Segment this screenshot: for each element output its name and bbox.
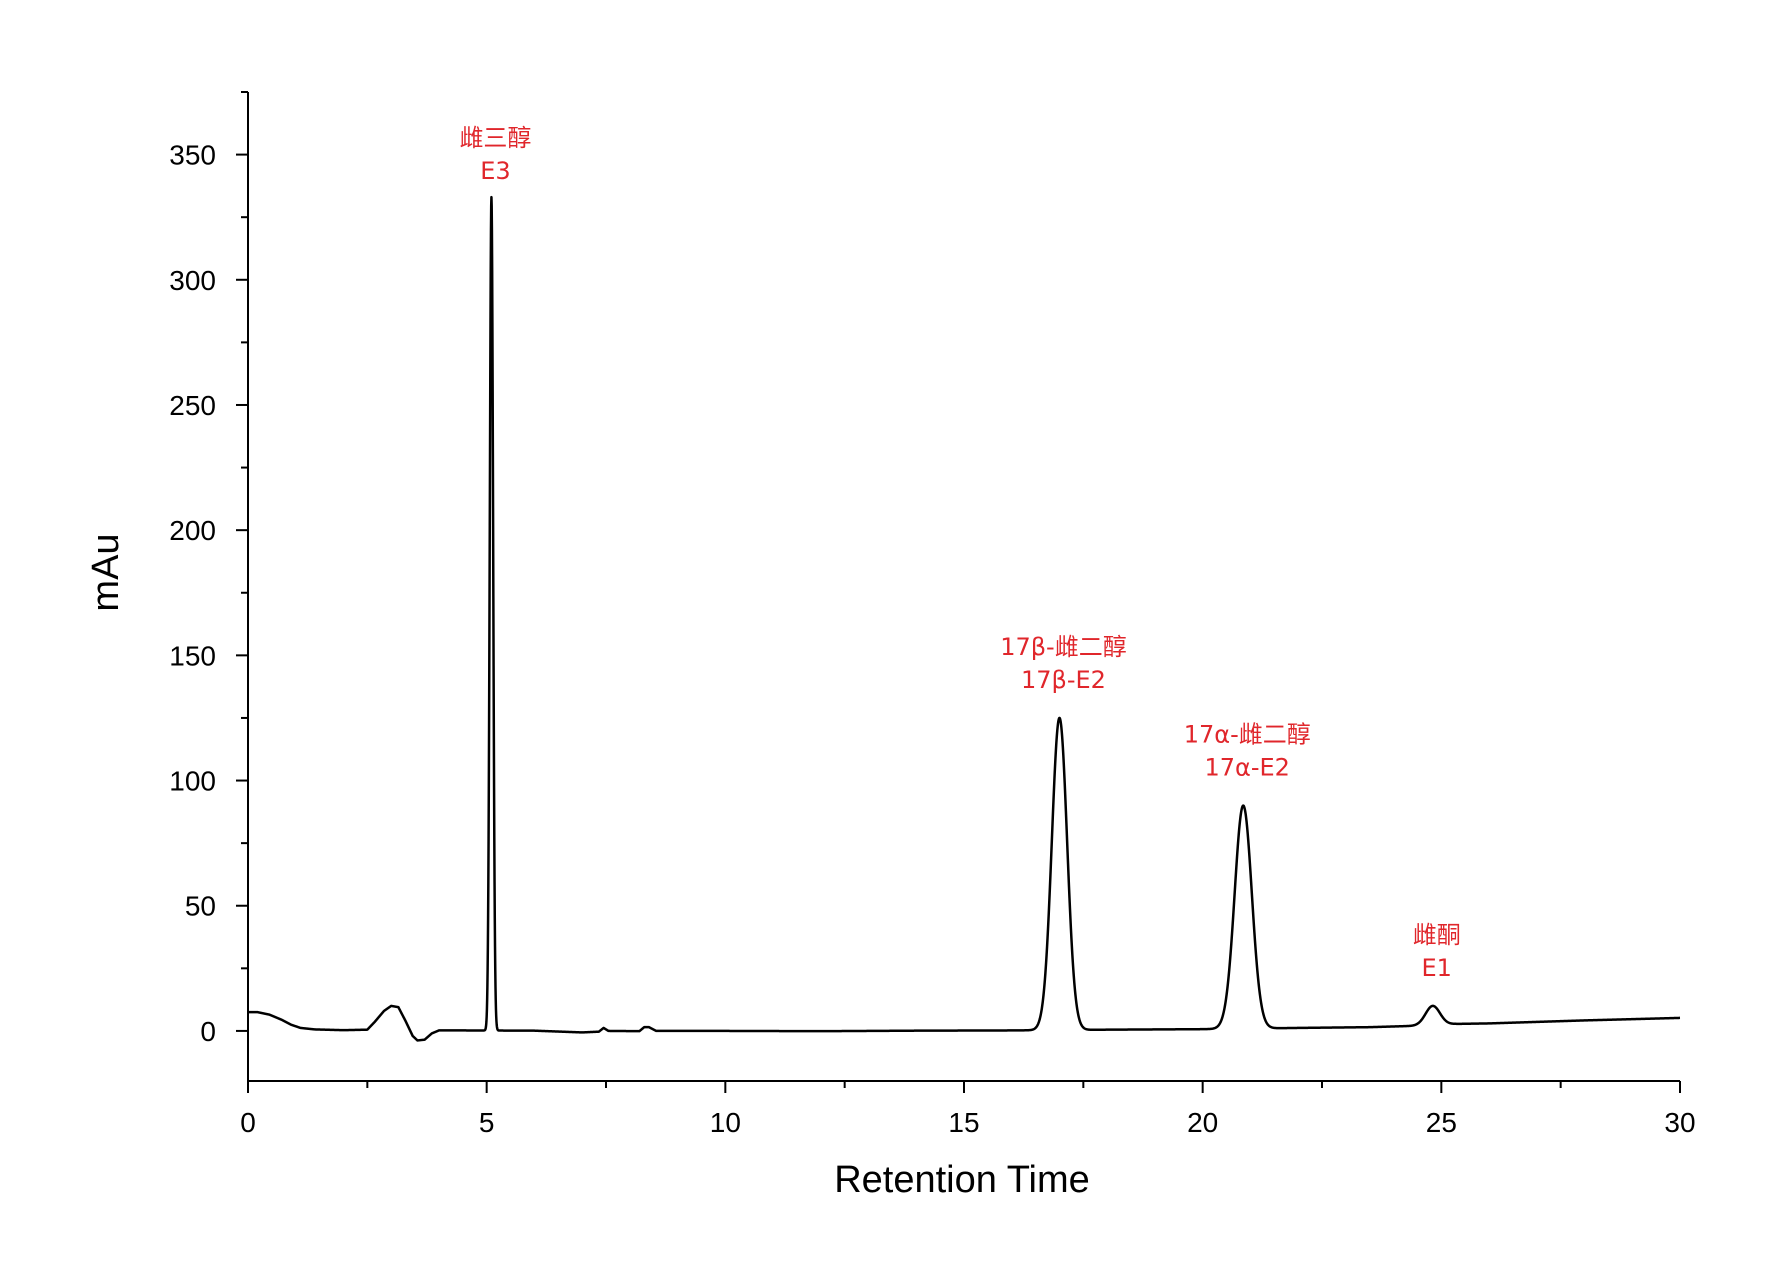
y-axis-ticks: 0 50 100 150 200 250 300 350 <box>169 91 248 1047</box>
chromatogram-trace <box>246 195 1682 1042</box>
x-tick-label: 20 <box>1187 1107 1218 1138</box>
x-tick-label: 0 <box>240 1107 256 1138</box>
axes: 0 5 10 15 20 25 30 0 50 100 150 200 250 300 350 <box>169 91 1696 1138</box>
x-tick-label: 15 <box>948 1107 979 1138</box>
x-tick-label: 25 <box>1426 1107 1457 1138</box>
peak-label-name: 雌酮 <box>1413 921 1461 949</box>
y-tick-label: 100 <box>169 766 216 797</box>
peak-label-abbr: E3 <box>480 157 510 185</box>
peak-label-abbr: E1 <box>1422 954 1452 982</box>
y-tick-label: 50 <box>185 891 216 922</box>
y-axis-title: mAu <box>85 533 127 611</box>
peak-label-name: 17α-雌二醇 <box>1184 721 1311 749</box>
peak-annotations: E3 雌三醇 17β-E2 17β-雌二醇 17α-E2 17α-雌二醇 E1 雌酮 <box>459 124 1460 982</box>
x-tick-label: 30 <box>1664 1107 1695 1138</box>
x-axis-ticks: 0 5 10 15 20 25 30 <box>240 1081 1696 1138</box>
x-tick-label: 5 <box>479 1107 495 1138</box>
peak-label-name: 雌三醇 <box>459 124 531 152</box>
y-tick-label: 0 <box>200 1016 216 1047</box>
y-tick-label: 200 <box>169 515 216 546</box>
y-tick-label: 350 <box>169 140 216 171</box>
x-axis-title: Retention Time <box>834 1159 1090 1201</box>
y-tick-label: 150 <box>169 640 216 671</box>
y-tick-label: 250 <box>169 390 216 421</box>
x-tick-label: 10 <box>710 1107 741 1138</box>
peak-label-abbr: 17β-E2 <box>1021 666 1106 694</box>
peak-label-abbr: 17α-E2 <box>1205 754 1290 782</box>
y-tick-label: 300 <box>169 265 216 296</box>
peak-label-name: 17β-雌二醇 <box>1000 633 1127 661</box>
